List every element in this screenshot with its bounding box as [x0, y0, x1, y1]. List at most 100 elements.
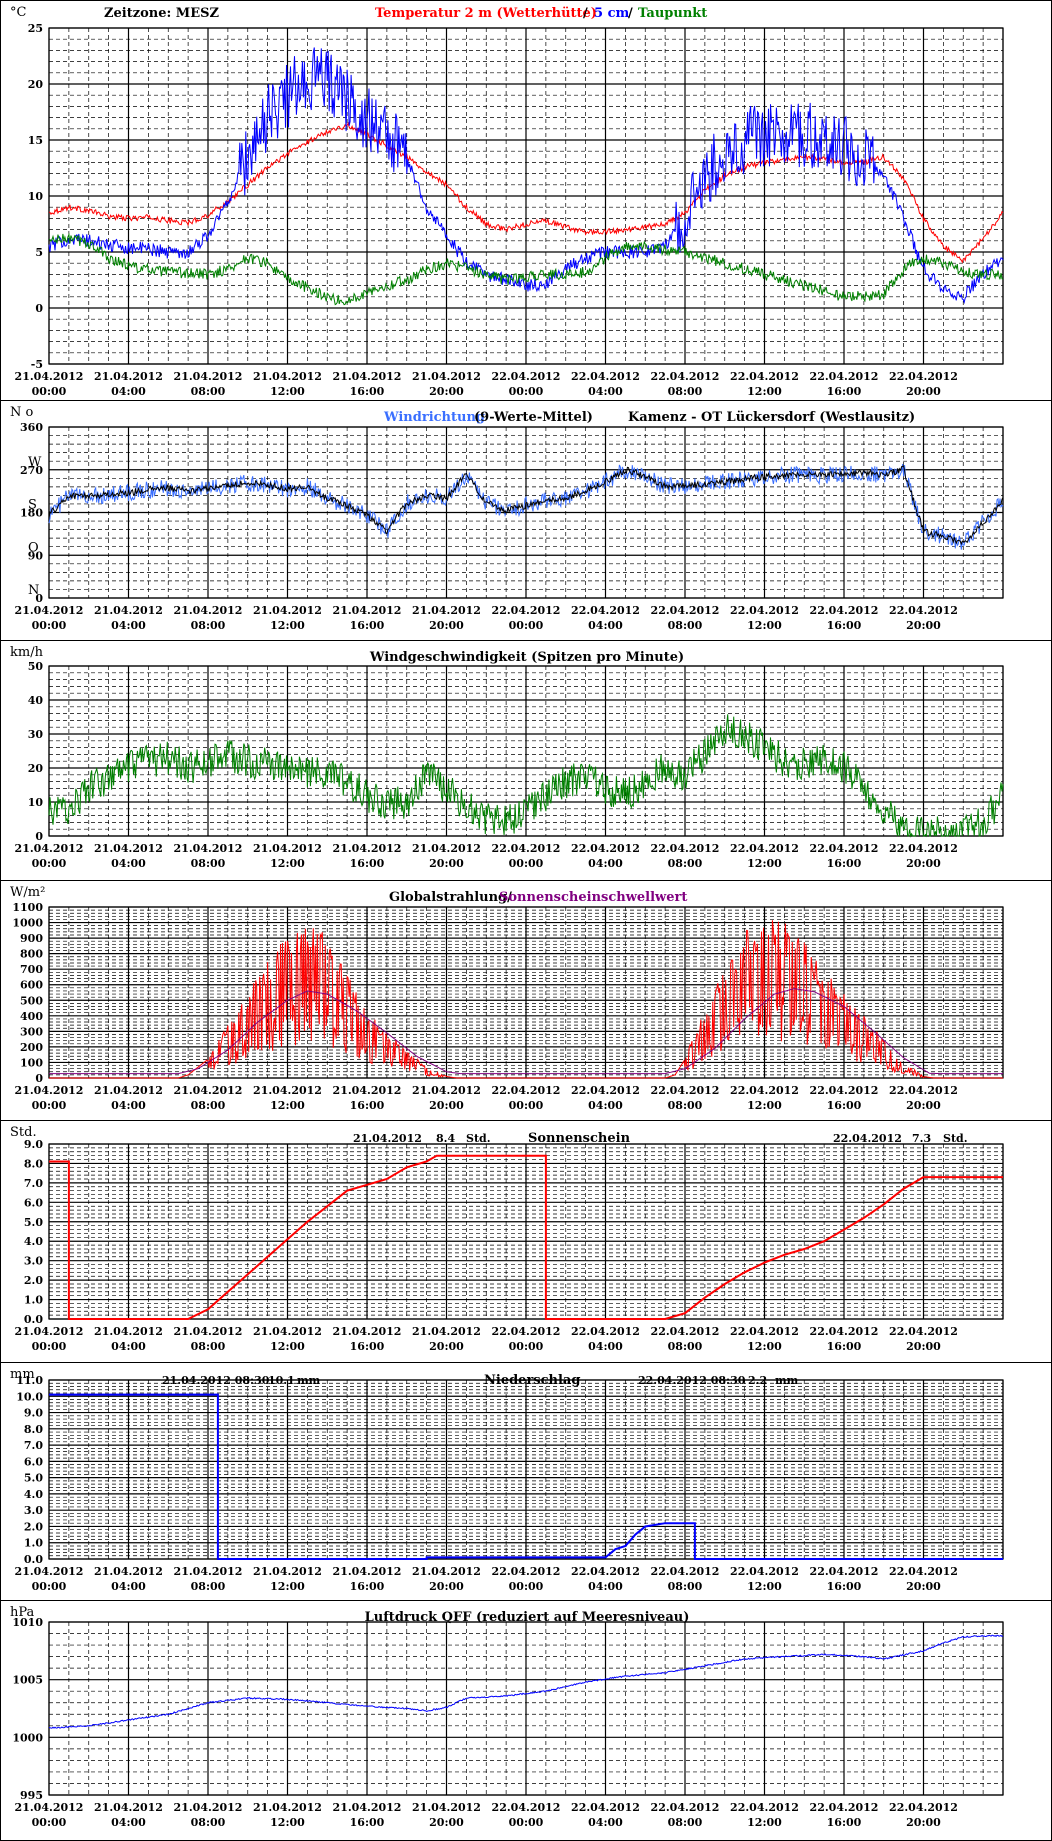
- x-tick-time: 20:00: [906, 1580, 941, 1593]
- x-tick-date: 21.04.2012: [412, 370, 481, 383]
- x-tick-date: 21.04.2012: [174, 1325, 243, 1338]
- x-tick-date: 22.04.2012: [730, 842, 799, 855]
- x-tick-date: 22.04.2012: [651, 604, 720, 617]
- x-tick-date: 22.04.2012: [492, 1084, 561, 1097]
- y-tick-label: 5.0: [24, 1472, 43, 1485]
- x-tick-date: 22.04.2012: [571, 1565, 640, 1578]
- chart-pressure: 995 1000 1005 1010 21.04.2012 00:00 21.04.2012…: [10, 1605, 1004, 1829]
- x-tick-date: 21.04.2012: [94, 370, 163, 383]
- x-tick-date: 21.04.2012: [15, 370, 84, 383]
- y-tick-label: 1000: [12, 917, 43, 930]
- y-tick-label: 50: [28, 660, 44, 673]
- y-tick-label: 20: [28, 78, 44, 91]
- y-tick-label: 800: [20, 948, 43, 961]
- y-tick-label: 0: [35, 592, 43, 605]
- y-tick-label: 2.0: [24, 1274, 43, 1287]
- timezone-label: Zeitzone: MESZ: [104, 6, 219, 21]
- x-tick-date: 21.04.2012: [412, 1801, 481, 1814]
- x-tick-time: 20:00: [429, 619, 464, 632]
- chart-global_radiation: 0 100 200 300 400 500 600 700 800 900 1000 1100 21.0…: [0, 885, 1052, 1121]
- y-tick-label: 4.0: [24, 1235, 43, 1248]
- x-tick-date: 21.04.2012: [174, 370, 243, 383]
- x-tick-date: 21.04.2012: [412, 1325, 481, 1338]
- chart-title: Sonnenschein: [528, 1131, 631, 1146]
- legend-temp-2m: Temperatur 2 m (Wetterhütte): [375, 6, 597, 21]
- series-temperature-0: [48, 121, 1004, 264]
- x-tick-date: 22.04.2012: [492, 842, 561, 855]
- x-tick-date: 22.04.2012: [730, 604, 799, 617]
- x-tick-time: 08:00: [191, 1099, 226, 1112]
- x-tick-time: 04:00: [588, 1340, 623, 1353]
- summary-value: 7.3: [912, 1132, 931, 1145]
- x-tick-date: 21.04.2012: [253, 370, 322, 383]
- x-tick-date: 21.04.2012: [174, 604, 243, 617]
- x-tick-date: 22.04.2012: [810, 604, 879, 617]
- x-tick-date: 21.04.2012: [333, 1084, 402, 1097]
- x-tick-date: 21.04.2012: [174, 1801, 243, 1814]
- x-tick-date: 22.04.2012: [889, 604, 958, 617]
- x-tick-time: 20:00: [429, 1580, 464, 1593]
- y-tick-label: 5.0: [24, 1216, 43, 1229]
- x-tick-time: 16:00: [350, 1099, 385, 1112]
- y-tick-label: 10: [28, 796, 44, 809]
- station-name: Kamenz - OT Lückersdorf (Westlausitz): [628, 410, 915, 425]
- x-tick-time: 08:00: [191, 1580, 226, 1593]
- legend-sep: /: [628, 6, 633, 21]
- y-tick-label: 200: [20, 1041, 43, 1054]
- x-tick-time: 20:00: [429, 1816, 464, 1829]
- y-tick-label: 500: [20, 994, 43, 1007]
- x-tick-time: 20:00: [429, 1099, 464, 1112]
- x-tick-date: 22.04.2012: [730, 1801, 799, 1814]
- x-tick-date: 22.04.2012: [651, 1325, 720, 1338]
- y-tick-label: 1100: [12, 901, 43, 914]
- x-tick-time: 16:00: [827, 1580, 862, 1593]
- x-tick-time: 08:00: [191, 857, 226, 870]
- x-tick-time: 04:00: [111, 1340, 146, 1353]
- x-tick-date: 21.04.2012: [333, 604, 402, 617]
- x-tick-date: 22.04.2012: [492, 1565, 561, 1578]
- x-tick-time: 08:00: [191, 1816, 226, 1829]
- x-tick-date: 21.04.2012: [333, 842, 402, 855]
- x-tick-date: 21.04.2012: [412, 842, 481, 855]
- x-tick-time: 08:00: [668, 1816, 703, 1829]
- summary-unit: Std.: [943, 1132, 968, 1145]
- y-tick-label: 3.0: [24, 1255, 43, 1268]
- y-tick-label: 7.0: [24, 1439, 43, 1452]
- unit-label: km/h: [10, 645, 44, 660]
- y-tick-label: 7.0: [24, 1177, 43, 1190]
- legend-wind-direction-mean: (9-Werte-Mittel): [474, 410, 593, 425]
- y-tick-label: 0.0: [24, 1313, 43, 1326]
- y-tick-label: 995: [20, 1789, 43, 1802]
- x-tick-time: 16:00: [350, 1340, 385, 1353]
- x-tick-date: 21.04.2012: [174, 1565, 243, 1578]
- summary-unit: Std.: [466, 1132, 491, 1145]
- plot-frame: [48, 665, 1004, 837]
- y-tick-label: 10: [28, 190, 44, 203]
- x-tick-time: 04:00: [588, 385, 623, 398]
- x-tick-time: 12:00: [270, 619, 305, 632]
- y-tick-label: 270: [20, 464, 43, 477]
- y-tick-label: 8.0: [24, 1157, 43, 1170]
- y-tick-label: 1010: [12, 1616, 43, 1629]
- x-tick-time: 12:00: [270, 1099, 305, 1112]
- x-tick-date: 22.04.2012: [492, 1325, 561, 1338]
- series-global_radiation-0: [49, 920, 1003, 1079]
- x-tick-time: 20:00: [906, 1340, 941, 1353]
- legend-sunshine-threshold: Sonnenscheinschwellwert: [499, 890, 687, 905]
- x-tick-time: 12:00: [270, 1816, 305, 1829]
- chart-title: Windgeschwindigkeit (Spitzen pro Minute): [369, 650, 684, 665]
- x-tick-date: 22.04.2012: [889, 1565, 958, 1578]
- x-tick-time: 16:00: [827, 857, 862, 870]
- x-tick-date: 21.04.2012: [253, 1325, 322, 1338]
- plot-frame: [48, 1143, 1004, 1320]
- x-tick-date: 21.04.2012: [253, 1084, 322, 1097]
- x-tick-time: 08:00: [668, 1580, 703, 1593]
- x-tick-date: 22.04.2012: [492, 1801, 561, 1814]
- x-tick-time: 04:00: [111, 1099, 146, 1112]
- x-tick-date: 21.04.2012: [15, 842, 84, 855]
- x-tick-time: 16:00: [827, 619, 862, 632]
- x-tick-date: 21.04.2012: [15, 1565, 84, 1578]
- y-tick-label: 20: [28, 762, 44, 775]
- summary-date: 22.04.2012: [833, 1132, 902, 1145]
- x-tick-time: 16:00: [827, 1816, 862, 1829]
